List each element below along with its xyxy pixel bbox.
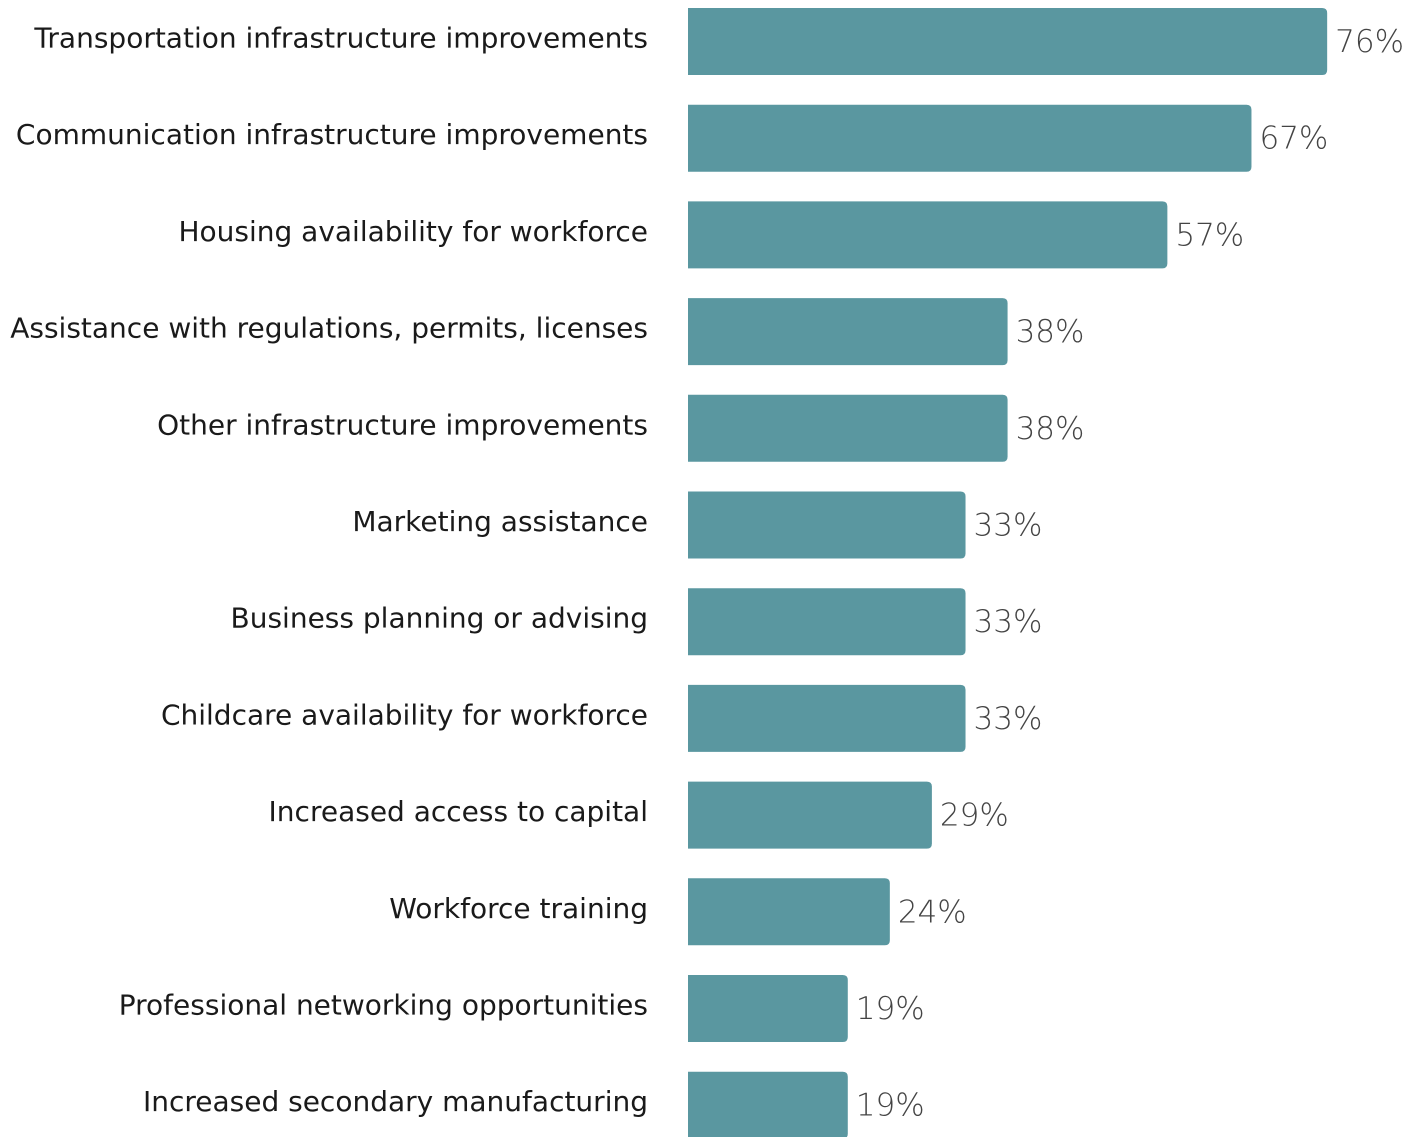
category-label: Increased secondary manufacturing — [143, 1085, 648, 1118]
category-label: Marketing assistance — [352, 505, 648, 538]
bar — [688, 1071, 848, 1137]
category-label: Communication infrastructure improvement… — [16, 118, 648, 151]
value-label: 33% — [974, 701, 1043, 737]
category-label: Workforce training — [389, 892, 648, 925]
bar — [688, 975, 848, 1042]
value-label: 19% — [856, 1088, 925, 1124]
value-label: 76% — [1335, 24, 1404, 60]
bar — [688, 588, 966, 656]
category-label: Business planning or advising — [231, 602, 648, 635]
bar — [688, 781, 932, 849]
category-label: Increased access to capital — [269, 795, 648, 828]
value-label: 19% — [856, 991, 925, 1027]
category-label: Housing availability for workforce — [178, 215, 648, 248]
bar — [688, 491, 966, 559]
value-label: 57% — [1175, 217, 1244, 253]
bar — [688, 201, 1168, 269]
value-label: 38% — [1016, 411, 1085, 447]
bar — [688, 8, 1328, 75]
value-label: 29% — [940, 798, 1009, 834]
value-label: 38% — [1016, 314, 1085, 350]
category-label: Transportation infrastructure improvemen… — [33, 22, 648, 55]
category-label: Professional networking opportunities — [119, 989, 648, 1022]
bar — [688, 394, 1008, 462]
bar — [688, 298, 1008, 366]
bar — [688, 104, 1252, 172]
bar — [688, 878, 890, 946]
value-label: 33% — [974, 508, 1043, 544]
category-label: Other infrastructure improvements — [157, 408, 648, 441]
bar — [688, 684, 966, 752]
value-label: 33% — [974, 604, 1043, 640]
value-label: 67% — [1259, 121, 1328, 157]
value-label: 24% — [898, 894, 967, 930]
category-label: Childcare availability for workforce — [161, 698, 648, 731]
category-label: Assistance with regulations, permits, li… — [10, 312, 648, 345]
